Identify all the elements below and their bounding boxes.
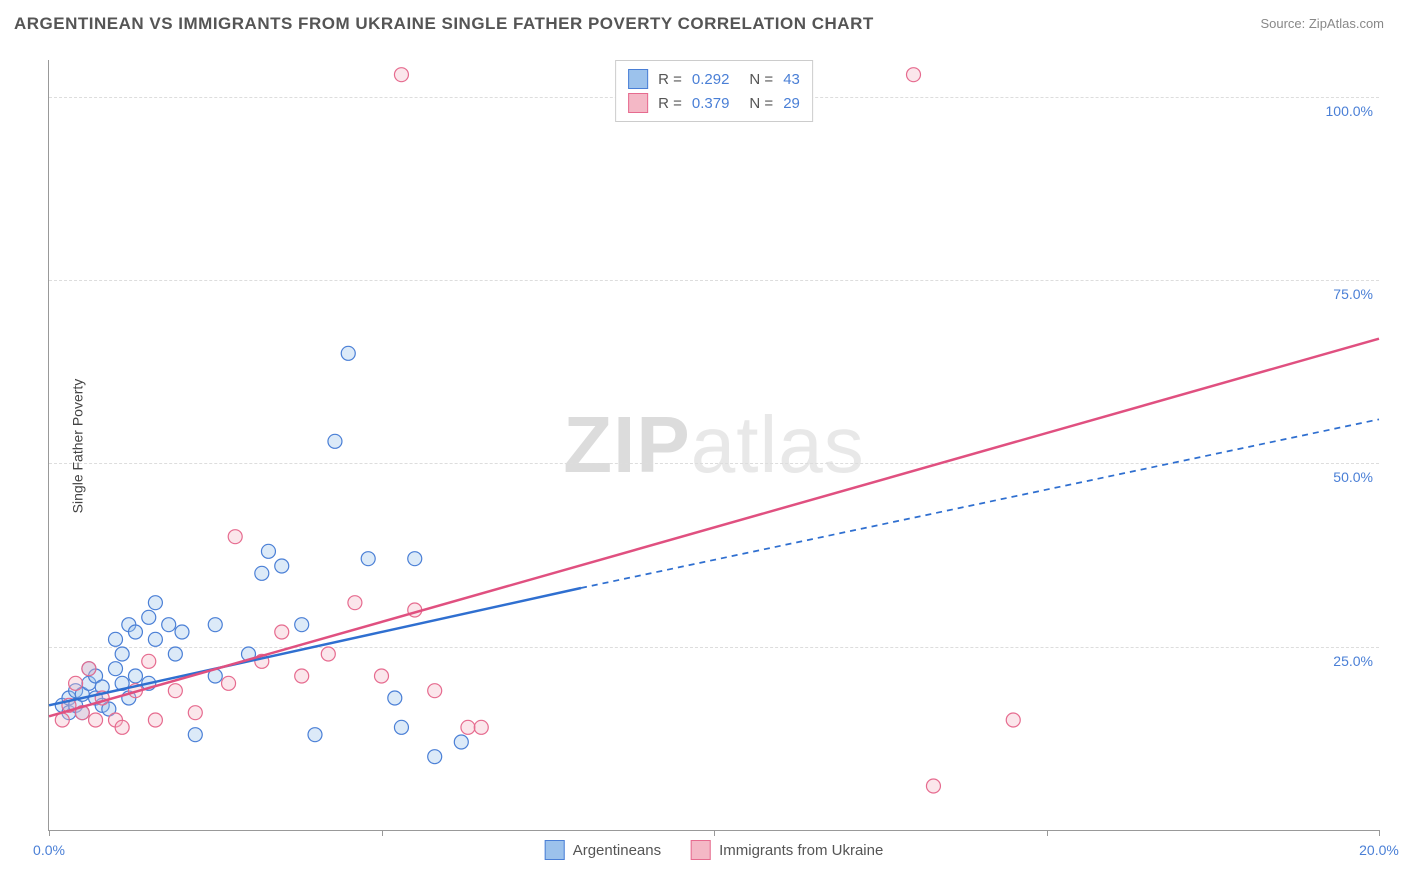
data-point (394, 68, 408, 82)
n-label: N = (749, 95, 773, 112)
data-point (295, 618, 309, 632)
data-point (255, 566, 269, 580)
trend-line (49, 339, 1379, 717)
data-point (162, 618, 176, 632)
r-value-1: 0.292 (692, 71, 730, 88)
data-point (188, 706, 202, 720)
n-value-2: 29 (783, 95, 800, 112)
data-point (168, 647, 182, 661)
data-point (89, 713, 103, 727)
data-point (261, 544, 275, 558)
data-point (1006, 713, 1020, 727)
n-value-1: 43 (783, 71, 800, 88)
series-legend: Argentineans Immigrants from Ukraine (545, 840, 884, 860)
data-point (188, 728, 202, 742)
series1-name: Argentineans (573, 842, 661, 859)
data-point (128, 669, 142, 683)
data-point (348, 596, 362, 610)
data-point (341, 346, 355, 360)
data-point (275, 625, 289, 639)
data-point (275, 559, 289, 573)
source-label: Source: ZipAtlas.com (1260, 16, 1384, 31)
data-point (142, 654, 156, 668)
chart-title: ARGENTINEAN VS IMMIGRANTS FROM UKRAINE S… (14, 14, 874, 34)
r-value-2: 0.379 (692, 95, 730, 112)
data-point (361, 552, 375, 566)
trend-line-extrapolated (581, 419, 1379, 588)
data-point (222, 676, 236, 690)
data-point (208, 618, 222, 632)
plot-svg (49, 60, 1379, 830)
data-point (115, 720, 129, 734)
legend-item-1: Argentineans (545, 840, 661, 860)
data-point (148, 632, 162, 646)
swatch-series2 (628, 93, 648, 113)
data-point (142, 610, 156, 624)
data-point (375, 669, 389, 683)
data-point (69, 676, 83, 690)
data-point (228, 530, 242, 544)
data-point (295, 669, 309, 683)
data-point (461, 720, 475, 734)
data-point (926, 779, 940, 793)
correlation-legend: R = 0.292 N = 43 R = 0.379 N = 29 (615, 60, 813, 122)
r-label: R = (658, 95, 682, 112)
series2-name: Immigrants from Ukraine (719, 842, 883, 859)
data-point (148, 596, 162, 610)
data-point (321, 647, 335, 661)
x-tick-label: 20.0% (1359, 842, 1399, 858)
swatch-series1 (628, 69, 648, 89)
data-point (428, 684, 442, 698)
data-point (175, 625, 189, 639)
trend-line (49, 588, 581, 705)
data-point (82, 662, 96, 676)
plot-area: ZIPatlas 25.0%50.0%75.0%100.0%0.0%20.0% … (48, 60, 1379, 831)
data-point (408, 552, 422, 566)
data-point (474, 720, 488, 734)
x-tick-label: 0.0% (33, 842, 65, 858)
data-point (308, 728, 322, 742)
data-point (907, 68, 921, 82)
data-point (109, 632, 123, 646)
data-point (428, 750, 442, 764)
swatch-series1-bottom (545, 840, 565, 860)
legend-row-series2: R = 0.379 N = 29 (628, 91, 800, 115)
legend-row-series1: R = 0.292 N = 43 (628, 67, 800, 91)
data-point (109, 662, 123, 676)
data-point (148, 713, 162, 727)
swatch-series2-bottom (691, 840, 711, 860)
r-label: R = (658, 71, 682, 88)
data-point (115, 647, 129, 661)
legend-item-2: Immigrants from Ukraine (691, 840, 883, 860)
data-point (388, 691, 402, 705)
data-point (328, 434, 342, 448)
data-point (454, 735, 468, 749)
data-point (394, 720, 408, 734)
data-point (168, 684, 182, 698)
n-label: N = (749, 71, 773, 88)
data-point (128, 625, 142, 639)
